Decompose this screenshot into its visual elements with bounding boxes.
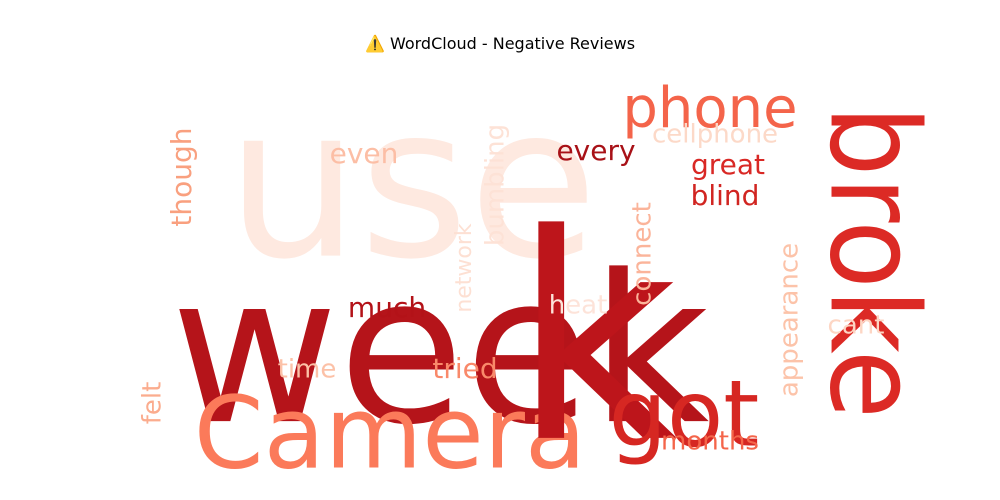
word-connect: connect [628,202,658,306]
word-months: months [661,427,759,457]
word-cellphone: cellphone [652,120,778,150]
word-got: got [609,360,760,467]
word-though: though [165,127,198,226]
word-camera: Camera [194,374,586,491]
word-week: week [171,232,710,470]
word-time: time [278,355,337,385]
word-bumbling: bumbling [481,124,511,246]
word-phone: phone [622,76,797,141]
word-use: use [226,61,598,306]
word-great: great [691,148,765,181]
chart-title: ⚠️ WordCloud - Negative Reviews [364,34,636,53]
word-appearance: appearance [775,243,805,397]
word-even: even [330,137,399,170]
word-broke: broke [802,105,945,419]
word-felt: felt [138,382,168,425]
word-every: every [556,134,635,167]
word-tried: tried [432,352,497,385]
word-cant: cant [828,311,885,341]
word-k: k [512,174,677,500]
word-network: network [452,223,477,313]
word-much: much [348,291,426,324]
word-blind: blind [691,179,760,212]
word-heat: heat [549,291,608,321]
